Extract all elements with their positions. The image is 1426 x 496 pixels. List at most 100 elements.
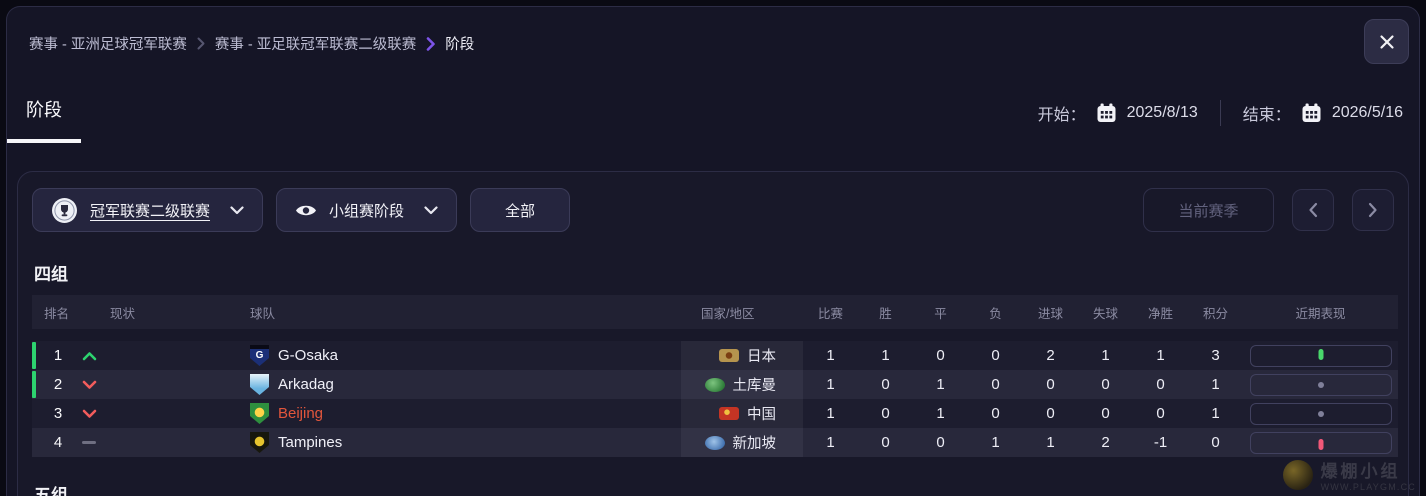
column-header-goals-for[interactable]: 进球 xyxy=(1037,306,1063,321)
stat-goals-for: 0 xyxy=(1046,376,1055,393)
calendar-icon[interactable] xyxy=(1097,103,1116,123)
stat-won: 0 xyxy=(881,376,890,393)
column-header-won[interactable]: 胜 xyxy=(879,306,892,321)
stat-drawn: 1 xyxy=(936,405,945,422)
table-row[interactable]: 1 G G-Osaka 日本 1 1 0 0 2 1 1 3 xyxy=(32,341,1398,370)
app-window: 赛事 - 亚洲足球冠军联赛 赛事 - 亚足联冠军联赛二级联赛 阶段 阶段 开始：… xyxy=(6,6,1420,496)
stat-drawn: 1 xyxy=(936,376,945,393)
form-box xyxy=(1249,431,1392,454)
all-filter-button[interactable]: 全部 xyxy=(470,188,571,232)
column-header-nation[interactable]: 国家/地区 xyxy=(701,306,755,321)
turkmenistan-flag-icon xyxy=(704,377,725,392)
column-header-points[interactable]: 积分 xyxy=(1202,306,1228,321)
season-nav-group: 当前赛季 xyxy=(1143,188,1394,232)
movement-none-icon xyxy=(80,428,162,457)
stat-goals-for: 1 xyxy=(1046,434,1055,451)
current-season-button[interactable]: 当前赛季 xyxy=(1143,188,1274,232)
breadcrumb: 赛事 - 亚洲足球冠军联赛 赛事 - 亚足联冠军联赛二级联赛 阶段 xyxy=(29,33,474,54)
stat-goals-against: 0 xyxy=(1101,405,1110,422)
rank-value: 2 xyxy=(53,376,63,393)
team-cell[interactable]: Arkadag xyxy=(162,370,681,399)
all-filter-label: 全部 xyxy=(505,202,536,220)
team-name[interactable]: G-Osaka xyxy=(278,347,339,364)
stat-played: 1 xyxy=(826,347,835,364)
form-box xyxy=(1249,373,1392,396)
stat-goal-diff: 0 xyxy=(1156,376,1165,393)
start-date-group: 开始： 2025/8/13 xyxy=(1038,101,1198,125)
eye-icon xyxy=(295,203,317,218)
column-header-lost[interactable]: 负 xyxy=(989,306,1002,321)
breadcrumb-item-competition[interactable]: 赛事 - 亚洲足球冠军联赛 xyxy=(29,37,187,53)
tab-stage[interactable]: 阶段 xyxy=(7,96,81,143)
qualification-bar xyxy=(32,371,36,398)
end-date-label: 结束： xyxy=(1242,107,1291,124)
table-row[interactable]: 3 Beijing 中国 1 0 1 0 0 0 0 1 xyxy=(32,399,1398,428)
end-date-value[interactable]: 2026/5/16 xyxy=(1331,104,1403,121)
close-button[interactable] xyxy=(1364,19,1409,64)
chevron-right-accent-icon xyxy=(426,36,436,51)
team-name[interactable]: Arkadag xyxy=(278,376,334,393)
stat-drawn: 0 xyxy=(936,434,945,451)
nation-cell: 土库曼 xyxy=(681,370,803,399)
nation-cell: 中国 xyxy=(681,399,803,428)
chevron-right-icon xyxy=(1368,202,1378,218)
team-cell[interactable]: Tampines xyxy=(162,428,681,457)
team-name[interactable]: Beijing xyxy=(278,405,324,422)
column-header-goal-diff[interactable]: 净胜 xyxy=(1147,306,1173,321)
team-badge-icon xyxy=(250,403,269,424)
column-header-form[interactable]: 近期表现 xyxy=(1295,306,1346,321)
stage-dropdown[interactable]: 小组赛阶段 xyxy=(276,188,458,232)
previous-season-button[interactable] xyxy=(1292,189,1334,231)
stat-played: 1 xyxy=(826,376,835,393)
breadcrumb-item-stage: 阶段 xyxy=(445,37,475,53)
toolbar: 冠军联赛二级联赛 小组赛阶段 全部 当前赛季 xyxy=(32,188,1394,232)
trophy-badge-icon xyxy=(51,197,78,224)
stat-goal-diff: 0 xyxy=(1156,405,1165,422)
stat-goal-diff: -1 xyxy=(1153,434,1168,451)
nation-name: 新加坡 xyxy=(732,436,777,452)
table-row[interactable]: 2 Arkadag 土库曼 1 0 1 0 0 0 0 1 xyxy=(32,370,1398,399)
team-cell[interactable]: G G-Osaka xyxy=(162,341,681,370)
movement-down-icon xyxy=(80,399,162,428)
singapore-flag-icon xyxy=(704,435,725,450)
stat-lost: 1 xyxy=(991,434,1000,451)
stat-lost: 0 xyxy=(991,405,1000,422)
chevron-down-icon xyxy=(424,205,438,215)
stat-drawn: 0 xyxy=(936,347,945,364)
stat-played: 1 xyxy=(826,405,835,422)
stat-points: 1 xyxy=(1211,376,1220,393)
team-cell[interactable]: Beijing xyxy=(162,399,681,428)
form-box xyxy=(1249,402,1392,425)
stat-won: 0 xyxy=(881,405,890,422)
next-season-button[interactable] xyxy=(1352,189,1394,231)
start-date-label: 开始： xyxy=(1037,107,1086,124)
calendar-icon[interactable] xyxy=(1302,103,1321,123)
start-date-value[interactable]: 2025/8/13 xyxy=(1126,104,1198,121)
main-panel: 冠军联赛二级联赛 小组赛阶段 全部 当前赛季 xyxy=(17,171,1409,496)
column-header-drawn[interactable]: 平 xyxy=(934,306,947,321)
column-header-played[interactable]: 比赛 xyxy=(817,306,843,321)
competition-dropdown[interactable]: 冠军联赛二级联赛 xyxy=(32,188,264,232)
close-icon xyxy=(1378,33,1396,51)
column-header-rank[interactable]: 排名 xyxy=(44,306,70,321)
breadcrumb-item-league2[interactable]: 赛事 - 亚足联冠军联赛二级联赛 xyxy=(214,37,417,53)
form-win-indicator xyxy=(1318,348,1323,360)
column-header-status[interactable]: 现状 xyxy=(110,306,136,321)
watermark-title: 爆棚小组 xyxy=(1320,462,1401,481)
table-row[interactable]: 4 Tampines 新加坡 1 0 0 1 1 2 -1 0 xyxy=(32,428,1398,457)
nation-cell: 日本 xyxy=(681,341,803,370)
stat-goals-against: 1 xyxy=(1101,347,1110,364)
stat-lost: 0 xyxy=(991,376,1000,393)
column-header-team[interactable]: 球队 xyxy=(250,306,276,321)
stat-points: 0 xyxy=(1211,434,1220,451)
team-name[interactable]: Tampines xyxy=(278,434,343,451)
team-badge-icon xyxy=(250,374,269,395)
standings-table-body: 1 G G-Osaka 日本 1 1 0 0 2 1 1 3 2 Arkadag 土库曼 1 0 1 0 0 0 0 1 3 B… xyxy=(32,341,1398,457)
stat-won: 0 xyxy=(881,434,890,451)
stat-goals-for: 2 xyxy=(1046,347,1055,364)
column-header-goals-against[interactable]: 失球 xyxy=(1092,306,1118,321)
stat-played: 1 xyxy=(826,434,835,451)
stat-goal-diff: 1 xyxy=(1156,347,1165,364)
watermark: 爆棚小组 WWW.PLAYGM.CC xyxy=(1282,457,1416,492)
form-draw-indicator xyxy=(1317,410,1324,417)
